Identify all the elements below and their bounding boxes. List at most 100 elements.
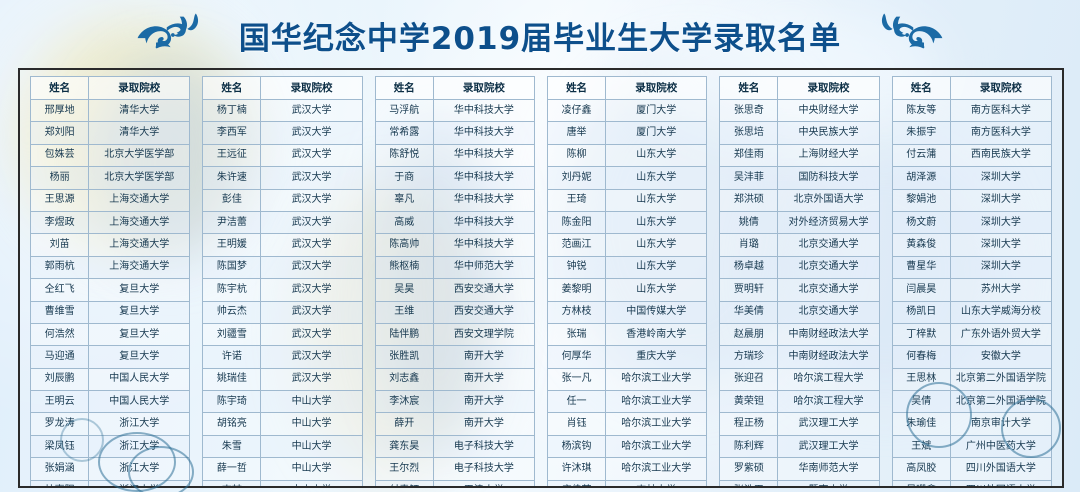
student-name-cell: 王尔烈	[374, 457, 434, 481]
student-name-cell: 刘疆雪	[202, 322, 262, 347]
university-cell: 北京第二外国语学院	[949, 390, 1052, 414]
student-name-cell: 胡铭亮	[202, 412, 262, 436]
university-cell: 四川外国语大学	[949, 479, 1052, 486]
university-cell: 复旦大学	[88, 300, 191, 324]
table-row: 陈舒悦 华中科技大学	[374, 143, 535, 168]
table-row: 陈柳 山东大学	[546, 143, 708, 168]
student-name-cell: 陈宇杭	[202, 278, 262, 302]
admission-table: 姓名 录取院校 凌仔鑫 厦门大学 唐举 厦门大学 陈柳 山东大学 刘丹妮 山东大学 王琦 山东大学 陈金…	[546, 76, 708, 486]
column-header-name: 姓名	[891, 76, 951, 100]
table-row: 马浮航 华中科技大学	[374, 98, 535, 123]
university-cell: 西安交通大学	[432, 278, 535, 302]
student-name-cell: 刘志鑫	[374, 367, 434, 392]
university-cell: 厦门大学	[605, 121, 708, 145]
table-row: 贾明轩 北京交通大学	[719, 278, 880, 302]
table-row: 吉喆中山大学	[202, 479, 363, 486]
student-name-cell: 李沐宸	[374, 390, 434, 414]
university-cell: 深圳大学	[949, 233, 1052, 257]
student-name-cell: 薛开	[374, 412, 434, 436]
university-cell: 四川外国语大学	[949, 457, 1052, 481]
university-cell: 山东大学	[605, 233, 708, 257]
table-row: 程正杨 武汉理工大学	[719, 412, 880, 436]
student-name-cell: 张胜凯	[374, 345, 434, 369]
table-row: 吴倩 北京第二外国语学院	[891, 390, 1052, 414]
student-name-cell: 许沐琪	[546, 457, 607, 481]
student-name-cell: 熊枢楠	[374, 255, 434, 280]
table-row: 吴珊鑫四川外国语大学	[891, 479, 1052, 486]
admission-table: 姓名 录取院校 马浮航 华中科技大学 常希露 华中科技大学 陈舒悦 华中科技大学 于商 华中科技大…	[374, 76, 535, 486]
table-row: 彭佳 武汉大学	[202, 188, 363, 212]
table-header-row: 姓名 录取院校	[891, 76, 1052, 100]
table-row: 杨滨钩 哈尔滨工业大学	[546, 434, 708, 459]
table-row: 杨卓越 北京交通大学	[719, 255, 880, 280]
student-name-cell: 肖璐	[719, 233, 779, 257]
university-cell: 深圳大学	[949, 188, 1052, 212]
student-name-cell: 吉喆	[202, 479, 262, 486]
table-columns-container: 姓名 录取院校 邢厚地 清华大学 郑刘阳 清华大学 包姝芸 北京大学医学部 杨丽 北京大学医学部王…	[20, 70, 1062, 486]
student-name-cell: 胡泽源	[891, 166, 951, 190]
university-cell: 厦门大学	[605, 98, 708, 123]
university-cell: 中山大学	[260, 390, 363, 414]
student-name-cell: 凌仔鑫	[546, 98, 607, 123]
student-name-cell: 马浮航	[374, 98, 434, 123]
student-name-cell: 刘丹妮	[546, 166, 607, 190]
university-cell: 北京交通大学	[777, 255, 880, 280]
student-name-cell: 华美倩	[719, 300, 779, 324]
table-row: 姚倩 对外经济贸易大学	[719, 210, 880, 235]
table-row: 曹维雪 复旦大学	[29, 300, 191, 324]
table-row: 郑佳雨 上海财经大学	[719, 143, 880, 168]
student-name-cell: 彭佳	[202, 188, 262, 212]
table-row: 刘志鑫 南开大学	[374, 367, 535, 392]
table-row: 张娟涵 浙江大学	[29, 457, 191, 481]
student-name-cell: 杨卓越	[719, 255, 779, 280]
student-name-cell: 郑佳雨	[719, 143, 779, 168]
table-row: 陈国梦 武汉大学	[202, 255, 363, 280]
table-row: 高威 华中科技大学	[374, 210, 535, 235]
table-row: 黎娟池 深圳大学	[891, 188, 1052, 212]
university-cell: 深圳大学	[949, 255, 1052, 280]
table-column-1: 姓名 录取院校 邢厚地 清华大学 郑刘阳 清华大学 包姝芸 北京大学医学部 杨丽 北京大学医学部王…	[24, 76, 196, 486]
university-cell: 中国人民大学	[88, 390, 191, 414]
table-header-row: 姓名 录取院校	[202, 76, 363, 100]
university-cell: 南开大学	[432, 367, 535, 392]
university-cell: 哈尔滨工业大学	[605, 434, 708, 459]
university-cell: 国防科技大学	[777, 166, 880, 190]
table-row: 马迎通 复旦大学	[29, 345, 191, 369]
university-cell: 重庆大学	[605, 345, 708, 369]
student-name-cell: 龚东昊	[374, 434, 434, 459]
student-name-cell: 刘辰鹏	[29, 367, 90, 392]
table-row: 付云蒲 西南民族大学	[891, 143, 1052, 168]
table-row: 梁凤钰 浙江大学	[29, 434, 191, 459]
table-header-row: 姓名 录取院校	[374, 76, 535, 100]
student-name-cell: 王思林	[891, 367, 951, 392]
university-cell: 南方医科大学	[949, 121, 1052, 145]
university-cell: 浙江大学	[88, 457, 191, 481]
university-cell: 浙江大学	[88, 434, 191, 459]
student-name-cell: 贾明轩	[719, 278, 779, 302]
table-row: 范画江 山东大学	[546, 233, 708, 257]
student-name-cell: 朱瑜佳	[891, 412, 951, 436]
table-row: 刘苗 上海交通大学	[29, 233, 191, 257]
table-row: 刘丹妮 山东大学	[546, 166, 708, 190]
student-name-cell: 方林枝	[546, 300, 607, 324]
university-cell: 上海交通大学	[88, 233, 191, 257]
table-row: 方林枝 中国传媒大学	[546, 300, 708, 324]
table-row: 陈宇杭 武汉大学	[202, 278, 363, 302]
student-name-cell: 黄荣钽	[719, 390, 779, 414]
student-name-cell: 辜凡	[374, 188, 434, 212]
table-column-3: 姓名 录取院校 马浮航 华中科技大学 常希露 华中科技大学 陈舒悦 华中科技大学 于商 华中科技大…	[369, 76, 541, 486]
student-name-cell: 吴沣菲	[719, 166, 779, 190]
student-name-cell: 王思源	[29, 188, 90, 212]
table-row: 曹星华 深圳大学	[891, 255, 1052, 280]
university-cell: 西安文理学院	[432, 322, 535, 347]
university-cell: 浙江大学	[88, 479, 191, 486]
table-header-row: 姓名 录取院校	[546, 76, 708, 100]
table-column-4: 姓名 录取院校 凌仔鑫 厦门大学 唐举 厦门大学 陈柳 山东大学 刘丹妮 山东大学 王琦 山东大学 陈金…	[541, 76, 713, 486]
student-name-cell: 王斌	[891, 434, 951, 459]
student-name-cell: 张瑞	[546, 322, 607, 347]
university-cell: 哈尔滨工业大学	[605, 390, 708, 414]
university-cell: 中央财经大学	[777, 98, 880, 123]
university-cell: 苏州大学	[949, 278, 1052, 302]
student-name-cell: 程正杨	[719, 412, 779, 436]
